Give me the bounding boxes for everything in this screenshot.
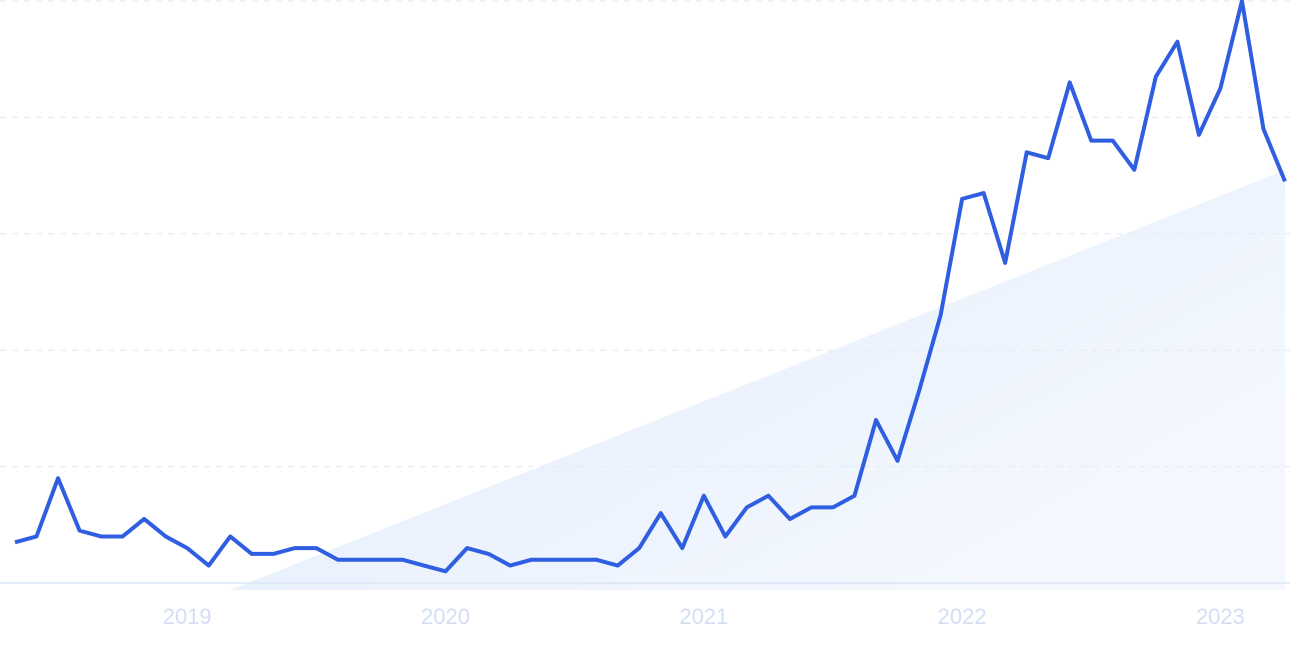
x-tick-label: 2019 [163,604,212,629]
x-tick-label: 2020 [421,604,470,629]
x-tick-label: 2023 [1196,604,1245,629]
trend-line [14,0,1287,574]
trend-area [15,170,1285,590]
x-tick-label: 2022 [938,604,987,629]
x-tick-label: 2021 [679,604,728,629]
